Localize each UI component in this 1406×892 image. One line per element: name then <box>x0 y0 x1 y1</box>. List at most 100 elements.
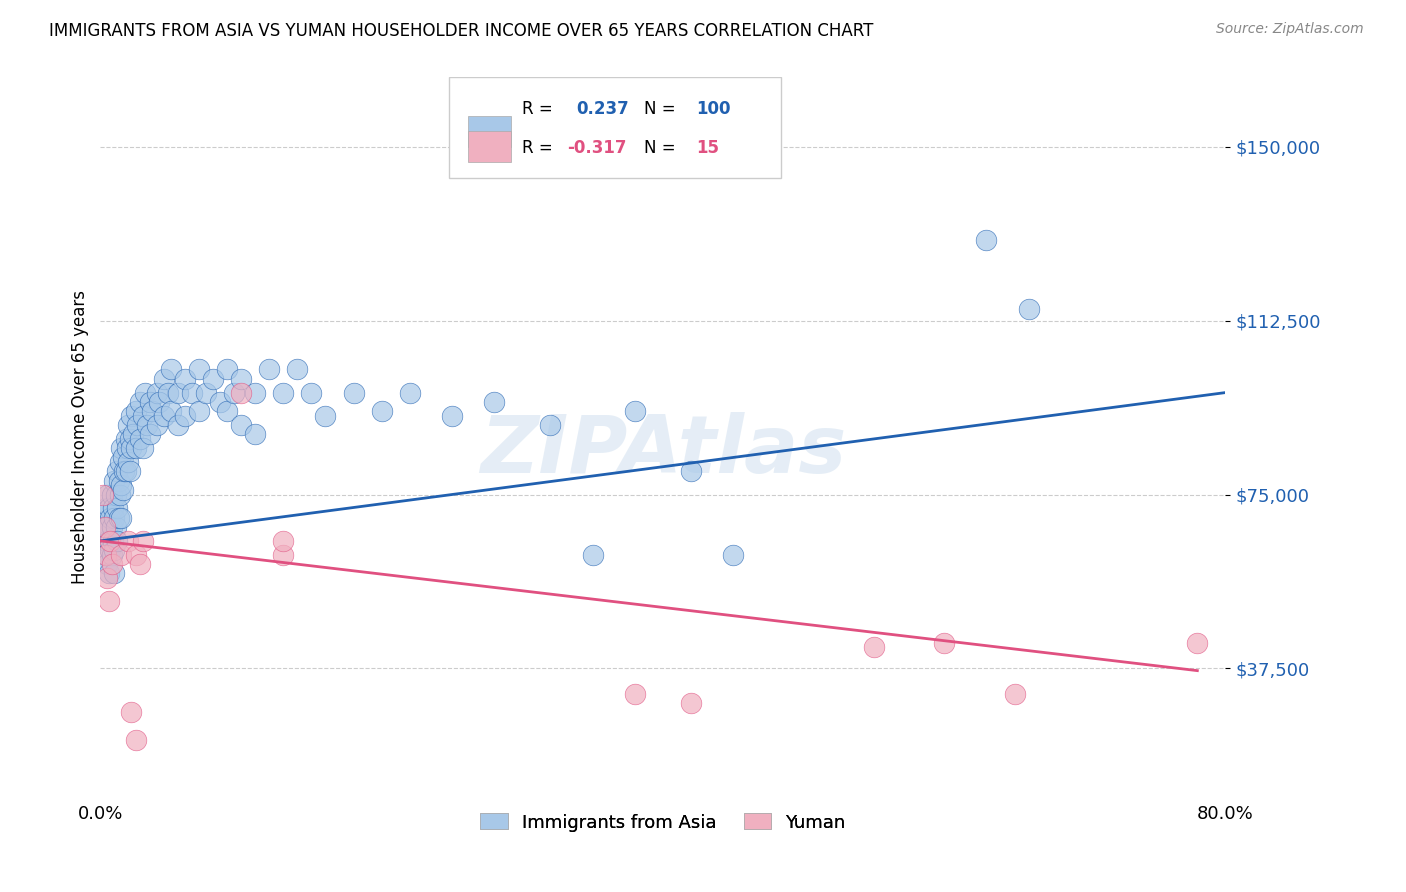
Point <box>101 501 124 516</box>
Point <box>94 548 117 562</box>
Point <box>398 385 420 400</box>
Text: 0.237: 0.237 <box>576 100 628 118</box>
Point <box>152 409 174 423</box>
Point <box>141 404 163 418</box>
Point <box>1187 636 1209 650</box>
Point <box>105 464 128 478</box>
Point <box>100 548 122 562</box>
Point <box>114 464 136 478</box>
Point <box>117 455 139 469</box>
Point <box>108 487 131 501</box>
Point <box>131 409 153 423</box>
Point <box>124 404 146 418</box>
Point <box>111 483 134 497</box>
Point <box>314 409 336 423</box>
Point <box>107 474 129 488</box>
Point <box>229 385 252 400</box>
Point <box>98 510 121 524</box>
Point <box>156 385 179 400</box>
Point <box>97 566 120 581</box>
Point <box>148 394 170 409</box>
Point <box>117 417 139 432</box>
Point <box>124 441 146 455</box>
Text: -0.317: -0.317 <box>567 139 627 157</box>
Point <box>679 464 702 478</box>
Point <box>723 548 745 562</box>
Point <box>623 687 645 701</box>
Point <box>98 543 121 558</box>
Point <box>159 404 181 418</box>
Point <box>229 372 252 386</box>
Point <box>285 362 308 376</box>
Point <box>934 636 956 650</box>
Point <box>138 427 160 442</box>
Point <box>538 417 561 432</box>
Point <box>120 409 142 423</box>
Point <box>103 510 125 524</box>
Point <box>97 594 120 608</box>
Point <box>623 404 645 418</box>
Point <box>93 520 115 534</box>
Point <box>201 372 224 386</box>
Point <box>342 385 364 400</box>
Point <box>96 520 118 534</box>
Point <box>110 441 132 455</box>
Point <box>107 510 129 524</box>
Point <box>103 474 125 488</box>
Point <box>103 566 125 581</box>
Text: 15: 15 <box>696 139 720 157</box>
Point <box>194 385 217 400</box>
Point <box>121 427 143 442</box>
Point <box>117 533 139 548</box>
Point <box>215 404 238 418</box>
Point <box>187 362 209 376</box>
Point <box>440 409 463 423</box>
Point <box>94 533 117 548</box>
Point <box>97 501 120 516</box>
Point <box>93 548 115 562</box>
Point <box>1004 687 1026 701</box>
Point <box>124 733 146 747</box>
Point <box>976 233 998 247</box>
Point <box>229 417 252 432</box>
Text: 100: 100 <box>696 100 731 118</box>
Point <box>100 487 122 501</box>
Point <box>581 548 603 562</box>
FancyBboxPatch shape <box>468 115 510 147</box>
Point <box>215 362 238 376</box>
Point <box>96 557 118 571</box>
Point <box>103 543 125 558</box>
Point <box>222 385 245 400</box>
Point <box>111 450 134 465</box>
Point <box>187 404 209 418</box>
Point <box>159 362 181 376</box>
Point <box>243 427 266 442</box>
Y-axis label: Householder Income Over 65 years: Householder Income Over 65 years <box>72 290 89 583</box>
Point <box>128 394 150 409</box>
Point <box>138 394 160 409</box>
Point <box>152 372 174 386</box>
Point <box>180 385 202 400</box>
Point <box>120 706 142 720</box>
Point <box>110 548 132 562</box>
Point <box>145 417 167 432</box>
Point <box>105 533 128 548</box>
Point <box>118 464 141 478</box>
Point <box>271 533 294 548</box>
Point <box>100 557 122 571</box>
Point <box>101 533 124 548</box>
Point <box>173 409 195 423</box>
Point <box>96 571 118 585</box>
Point <box>370 404 392 418</box>
Point <box>97 533 120 548</box>
Point <box>299 385 322 400</box>
Text: R =: R = <box>522 139 558 157</box>
Text: N =: N = <box>644 139 681 157</box>
Point <box>131 441 153 455</box>
Point <box>243 385 266 400</box>
Text: R =: R = <box>522 100 558 118</box>
Point <box>115 441 138 455</box>
Point <box>257 362 280 376</box>
FancyBboxPatch shape <box>468 130 510 162</box>
Point <box>110 478 132 492</box>
